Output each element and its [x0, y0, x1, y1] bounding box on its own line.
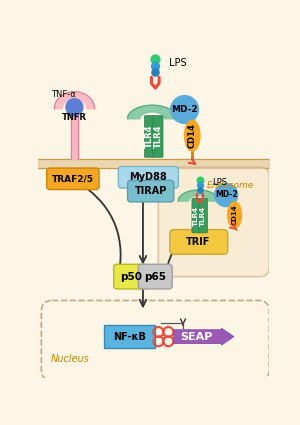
Text: Nucleus: Nucleus [51, 354, 90, 364]
Polygon shape [128, 105, 177, 119]
FancyBboxPatch shape [145, 116, 154, 157]
FancyBboxPatch shape [153, 116, 163, 157]
Point [153, 55, 158, 62]
FancyBboxPatch shape [192, 198, 200, 233]
Circle shape [66, 99, 83, 116]
Point [198, 187, 203, 193]
Text: TLR4: TLR4 [193, 206, 199, 226]
Text: NF-κB: NF-κB [113, 332, 146, 342]
FancyBboxPatch shape [47, 168, 99, 190]
Text: LPS: LPS [169, 57, 187, 68]
Text: MD-2: MD-2 [171, 105, 198, 114]
FancyBboxPatch shape [158, 167, 269, 277]
FancyArrow shape [174, 328, 234, 345]
Text: TNFR: TNFR [62, 113, 87, 122]
Text: TIRAP: TIRAP [134, 186, 167, 196]
Text: p65: p65 [144, 272, 166, 282]
Point [153, 68, 158, 75]
Ellipse shape [228, 202, 242, 228]
Point [198, 181, 203, 188]
Text: TLR4: TLR4 [200, 206, 206, 226]
Point [153, 62, 158, 69]
Text: p50: p50 [120, 272, 142, 282]
Text: TRIF: TRIF [186, 237, 211, 247]
FancyBboxPatch shape [114, 264, 148, 289]
Ellipse shape [184, 120, 200, 151]
Text: TLR4: TLR4 [145, 125, 154, 148]
Text: SEAP: SEAP [181, 332, 213, 342]
Polygon shape [178, 190, 219, 201]
Text: MyD88: MyD88 [130, 172, 167, 182]
FancyBboxPatch shape [118, 167, 178, 188]
Text: CD14: CD14 [188, 123, 197, 148]
Text: TNF-α: TNF-α [51, 91, 76, 99]
FancyBboxPatch shape [104, 325, 155, 348]
FancyBboxPatch shape [138, 264, 172, 289]
FancyBboxPatch shape [199, 198, 207, 233]
Text: Endosome: Endosome [207, 181, 254, 190]
Text: TLR4: TLR4 [154, 125, 163, 148]
Text: MD-2: MD-2 [215, 190, 237, 199]
FancyBboxPatch shape [170, 230, 228, 254]
Polygon shape [54, 92, 94, 109]
Circle shape [171, 96, 198, 123]
Text: LPS: LPS [212, 178, 227, 187]
FancyBboxPatch shape [128, 180, 174, 202]
Text: CD14: CD14 [232, 204, 238, 225]
Circle shape [214, 184, 238, 207]
Text: TRAF2/5: TRAF2/5 [52, 174, 94, 183]
Point [198, 176, 203, 183]
